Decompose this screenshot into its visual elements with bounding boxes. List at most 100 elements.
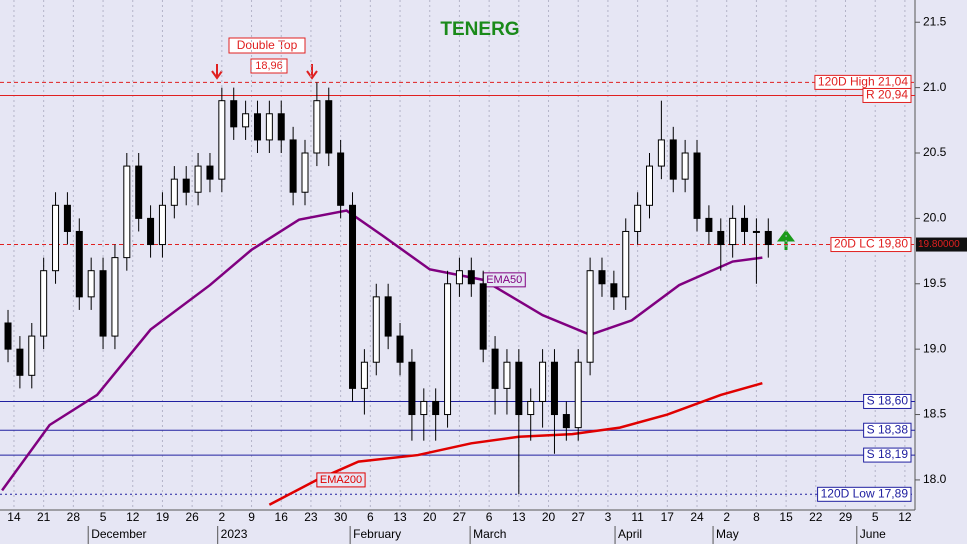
level-label: R 20,94: [866, 88, 908, 102]
x-tick-label: 20: [423, 510, 437, 524]
x-tick-label: 23: [304, 510, 318, 524]
level-label: S 18,38: [867, 422, 909, 436]
candle-body: [40, 270, 48, 337]
candle-body: [289, 139, 297, 193]
candle-body: [669, 139, 677, 180]
candle-body: [218, 100, 226, 180]
candle-body: [455, 270, 463, 285]
candle-body: [503, 361, 511, 389]
candle-body: [206, 165, 214, 180]
candle-body: [63, 204, 71, 232]
level-label: 120D High 21,04: [818, 75, 908, 89]
x-tick-label: 28: [67, 510, 81, 524]
candle-body: [170, 178, 178, 206]
y-tick-label: 20.0: [923, 211, 947, 225]
candle-body: [432, 400, 440, 416]
candle-body: [277, 113, 285, 141]
chart-title: TENERG: [440, 19, 519, 40]
indicator-line: [1, 209, 763, 492]
candle-body: [467, 270, 475, 285]
candle-body: [420, 400, 428, 416]
month-label: 2023: [221, 527, 248, 541]
y-tick-label: 19.0: [923, 341, 947, 355]
candle-body: [158, 204, 166, 246]
pattern-level: 18,96: [255, 60, 283, 72]
candle-body: [764, 230, 772, 246]
last-price-box: [916, 237, 967, 252]
x-tick-label: 11: [631, 510, 644, 524]
candle-body: [242, 113, 250, 128]
candle-body: [693, 152, 701, 219]
candle-body: [123, 165, 131, 259]
level-label: S 18,60: [867, 394, 909, 408]
candle-body: [741, 217, 749, 232]
candle-body: [681, 152, 689, 180]
candle-body: [87, 270, 95, 298]
x-tick-label: 6: [486, 510, 493, 524]
month-label: May: [716, 527, 739, 541]
y-tick-label: 21.5: [923, 14, 947, 28]
x-tick-label: 8: [753, 510, 760, 524]
candle-body: [752, 230, 760, 233]
candle-body: [729, 217, 737, 246]
x-tick-label: 2: [723, 510, 730, 524]
indicator-box: [316, 472, 366, 488]
x-tick-label: 29: [839, 510, 853, 524]
x-tick-label: 20: [542, 510, 556, 524]
last-price-label: 19.80000: [918, 239, 960, 250]
month-label: March: [473, 527, 506, 541]
candle-body: [182, 178, 190, 193]
candle-body: [705, 217, 713, 232]
candle-body: [194, 165, 202, 193]
candle-body: [396, 335, 404, 363]
x-tick-label: 30: [334, 510, 348, 524]
level-box: [863, 422, 912, 438]
y-tick-label: 21.0: [923, 80, 947, 94]
x-tick-label: 26: [185, 510, 199, 524]
level-label: 20D LC 19,80: [834, 237, 908, 251]
candle-body: [111, 257, 119, 337]
x-tick-label: 13: [393, 510, 407, 524]
candle-body: [313, 100, 321, 154]
candle-body: [337, 152, 345, 206]
indicator-label: EMA50: [486, 274, 522, 286]
x-tick-label: 13: [512, 510, 526, 524]
candle-body: [717, 230, 725, 246]
candle-body: [634, 204, 642, 232]
level-box: [863, 447, 912, 463]
level-box: [830, 237, 912, 253]
annotation-box: [250, 58, 288, 74]
candle-body: [657, 139, 665, 167]
candle-body: [539, 361, 547, 402]
y-tick-label: 19.5: [923, 276, 947, 290]
pattern-label: Double Top: [237, 38, 298, 52]
candle-body: [598, 270, 606, 285]
candle-body: [253, 113, 261, 141]
x-tick-label: 17: [661, 510, 675, 524]
candle-body: [28, 335, 36, 376]
candle-body: [265, 113, 273, 141]
candle-body: [491, 348, 499, 389]
candle-body: [135, 165, 143, 219]
level-box: [862, 87, 912, 103]
arrow-down: [211, 64, 223, 80]
candle-body: [230, 100, 238, 128]
candle-body: [527, 400, 535, 416]
candle-body: [550, 361, 558, 416]
indicator-label: EMA200: [320, 474, 362, 486]
candle-body: [515, 361, 523, 416]
candle-body: [574, 361, 582, 429]
x-tick-label: 3: [605, 510, 612, 524]
month-label: April: [618, 527, 642, 541]
candle-body: [52, 204, 60, 272]
x-tick-label: 9: [248, 510, 255, 524]
candle-body: [99, 270, 107, 337]
x-tick-label: 15: [779, 510, 793, 524]
candle-body: [147, 217, 155, 246]
x-tick-label: 12: [126, 510, 140, 524]
y-tick-label: 18.0: [923, 472, 947, 486]
month-label: December: [91, 527, 146, 541]
candle-body: [4, 322, 12, 350]
